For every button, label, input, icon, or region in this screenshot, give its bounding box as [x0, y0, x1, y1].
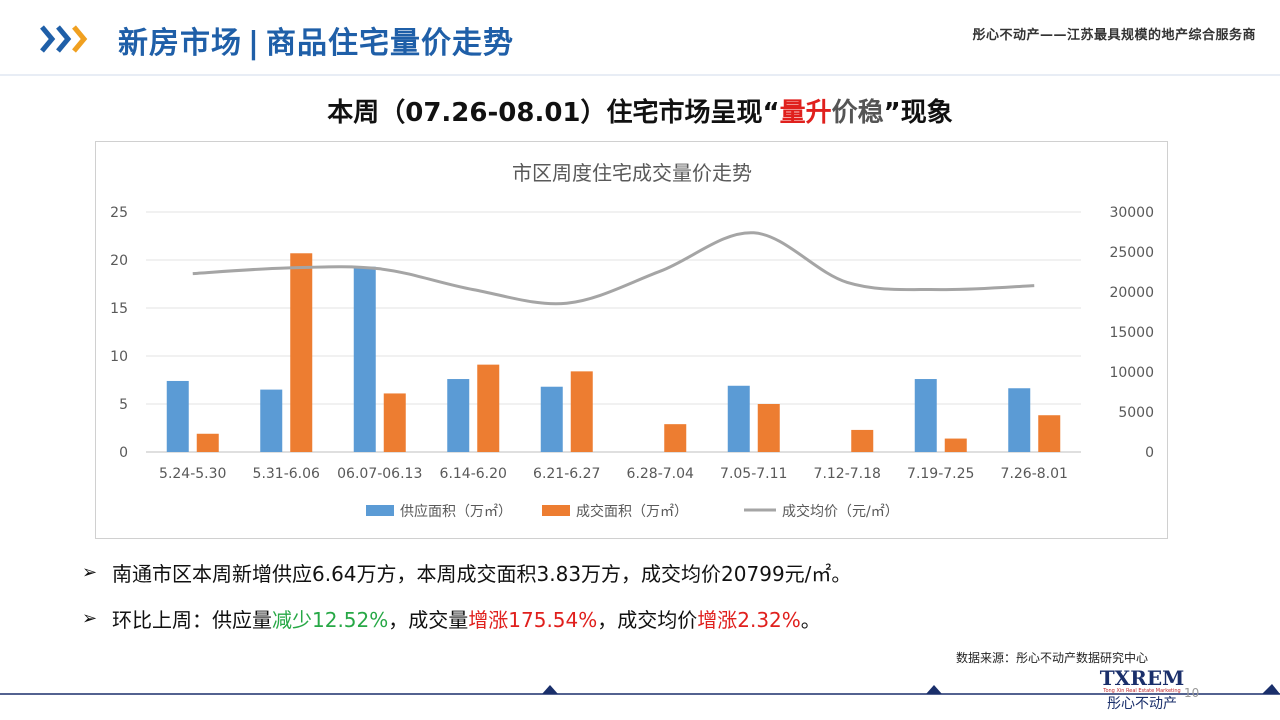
- legend-label: 成交面积（万㎡）: [576, 503, 688, 520]
- headline-suffix: ”现象: [883, 98, 953, 128]
- bar-supply: [166, 380, 189, 452]
- bullet-segment: 。: [800, 607, 821, 632]
- bar-sales: [196, 433, 219, 452]
- right-tick-label: 0: [1145, 445, 1154, 461]
- headline-prefix: 本周（07.26-08.01）住宅市场呈现“: [327, 98, 780, 128]
- x-tick-label: 7.12-7.18: [814, 466, 881, 482]
- bar-supply: [727, 385, 750, 452]
- logo-tagline: Tong Xin Real Estate Marketing: [1103, 688, 1181, 694]
- left-tick-label: 5: [119, 397, 128, 413]
- price-line-path: [192, 231, 1035, 306]
- logo-name: 彤心不动产: [1107, 696, 1177, 712]
- left-tick-label: 25: [110, 205, 128, 221]
- chart-title: 市区周度住宅成交量价走势: [512, 161, 752, 185]
- right-tick-label: 10000: [1109, 365, 1154, 381]
- x-tick-label: 7.19-7.25: [907, 466, 974, 482]
- right-tick-label: 5000: [1118, 405, 1154, 421]
- chevron-arrows-icon: [40, 25, 88, 53]
- left-tick-label: 0: [119, 445, 128, 461]
- x-tick-label: 6.14-6.20: [440, 466, 507, 482]
- bullet-segment: ，成交量: [388, 607, 469, 632]
- data-source: 数据来源：彤心不动产数据研究中心: [955, 651, 1148, 665]
- bullet-segment: 增涨2.32%: [697, 607, 801, 632]
- legend-label: 供应面积（万㎡）: [400, 503, 512, 520]
- bar-sales: [1038, 415, 1061, 452]
- left-tick-label: 10: [110, 349, 128, 365]
- x-tick-label: 6.21-6.27: [533, 466, 600, 482]
- chart-grid: [146, 211, 1081, 453]
- bar-supply: [1008, 388, 1031, 452]
- company-logo: TXREM Tong Xin Real Estate Marketing 彤心不…: [1097, 668, 1187, 718]
- bar-sales: [383, 393, 406, 452]
- footer-decoration: [0, 684, 1280, 695]
- chart-legend: 供应面积（万㎡） 成交面积（万㎡） 成交均价（元/㎡）: [366, 503, 899, 520]
- x-tick-label: 7.26-8.01: [1001, 466, 1068, 482]
- right-tick-label: 30000: [1109, 205, 1154, 221]
- x-tick-label: 6.28-7.04: [627, 466, 694, 482]
- bar-supply: [353, 266, 376, 452]
- title-separator: |: [248, 26, 260, 61]
- section-title: 新房市场 | 商品住宅量价走势: [118, 18, 514, 62]
- bullet-segment: 环比上周：供应量: [112, 607, 272, 632]
- bar-supply: [447, 379, 470, 452]
- section-topic: 商品住宅量价走势: [265, 26, 514, 61]
- bullet-segment: 减少12.52%: [272, 607, 389, 632]
- x-tick-label: 5.24-5.30: [159, 466, 226, 482]
- right-axis: 0 5000 10000 15000 20000 25000 30000: [1109, 205, 1154, 461]
- bar-sales: [944, 438, 967, 452]
- bullet-segment: 南通市区本周新增供应6.64万方，本周成交面积3.83万方，成交均价20799元…: [112, 561, 852, 586]
- legend-label: 成交均价（元/㎡）: [782, 503, 899, 520]
- bar-sales: [851, 429, 874, 452]
- header-divider: [0, 74, 1280, 76]
- price-line: [192, 231, 1035, 306]
- headline: 本周（07.26-08.01）住宅市场呈现“量升价稳”现象: [0, 92, 1280, 129]
- bullet-item: ➢ 南通市区本周新增供应6.64万方，本周成交面积3.83万方，成交均价2079…: [82, 556, 1232, 588]
- x-axis-labels: 5.24-5.30 5.31-6.06 06.07-06.13 6.14-6.20 6.…: [159, 466, 1068, 482]
- slide-header: 新房市场 | 商品住宅量价走势 彤心不动产——江苏最具规模的地产综合服务商: [0, 0, 1280, 80]
- bars: [166, 253, 1061, 452]
- headline-red: 量升: [779, 98, 832, 128]
- x-tick-label: 06.07-06.13: [337, 466, 422, 482]
- bar-supply: [914, 379, 937, 452]
- section-name: 新房市场: [118, 26, 242, 61]
- x-tick-label: 7.05-7.11: [720, 466, 787, 482]
- legend-swatch: [542, 505, 570, 516]
- headline-gray: 价稳: [831, 98, 884, 128]
- bar-sales: [290, 253, 313, 452]
- right-tick-label: 20000: [1109, 285, 1154, 301]
- page-number: 10: [1184, 686, 1200, 700]
- bar-supply: [540, 386, 563, 452]
- bullet-segment: ，成交均价: [597, 607, 698, 632]
- bullet-list: ➢ 南通市区本周新增供应6.64万方，本周成交面积3.83万方，成交均价2079…: [82, 556, 1232, 648]
- left-axis: 0 5 10 15 20 25: [110, 205, 128, 461]
- left-tick-label: 15: [110, 301, 128, 317]
- chart-container: 市区周度住宅成交量价走势 0 5 10 15 20 25 0 5000 10000 15000 2…: [95, 141, 1168, 539]
- arrow-bullet-icon: ➢: [82, 607, 98, 629]
- right-tick-label: 15000: [1109, 325, 1154, 341]
- combo-chart: 市区周度住宅成交量价走势 0 5 10 15 20 25 0 5000 10000 15000 2…: [110, 161, 1154, 520]
- legend-swatch: [366, 505, 394, 516]
- bullet-text: 环比上周：供应量减少12.52%，成交量增涨175.54%，成交均价增涨2.32…: [112, 604, 821, 633]
- bullet-item: ➢ 环比上周：供应量减少12.52%，成交量增涨175.54%，成交均价增涨2.…: [82, 602, 1232, 634]
- left-tick-label: 20: [110, 253, 128, 269]
- right-tick-label: 25000: [1109, 245, 1154, 261]
- x-tick-label: 5.31-6.06: [253, 466, 320, 482]
- bar-supply: [260, 389, 283, 452]
- bullet-segment: 增涨175.54%: [468, 607, 598, 632]
- company-tagline: 彤心不动产——江苏最具规模的地产综合服务商: [972, 28, 1256, 43]
- bar-sales: [570, 371, 593, 452]
- bar-sales: [757, 404, 780, 452]
- logo-brand: TXREM: [1099, 666, 1185, 690]
- bar-sales: [477, 364, 500, 452]
- bullet-text: 南通市区本周新增供应6.64万方，本周成交面积3.83万方，成交均价20799元…: [112, 558, 851, 587]
- bar-sales: [664, 424, 687, 452]
- arrow-bullet-icon: ➢: [82, 561, 98, 583]
